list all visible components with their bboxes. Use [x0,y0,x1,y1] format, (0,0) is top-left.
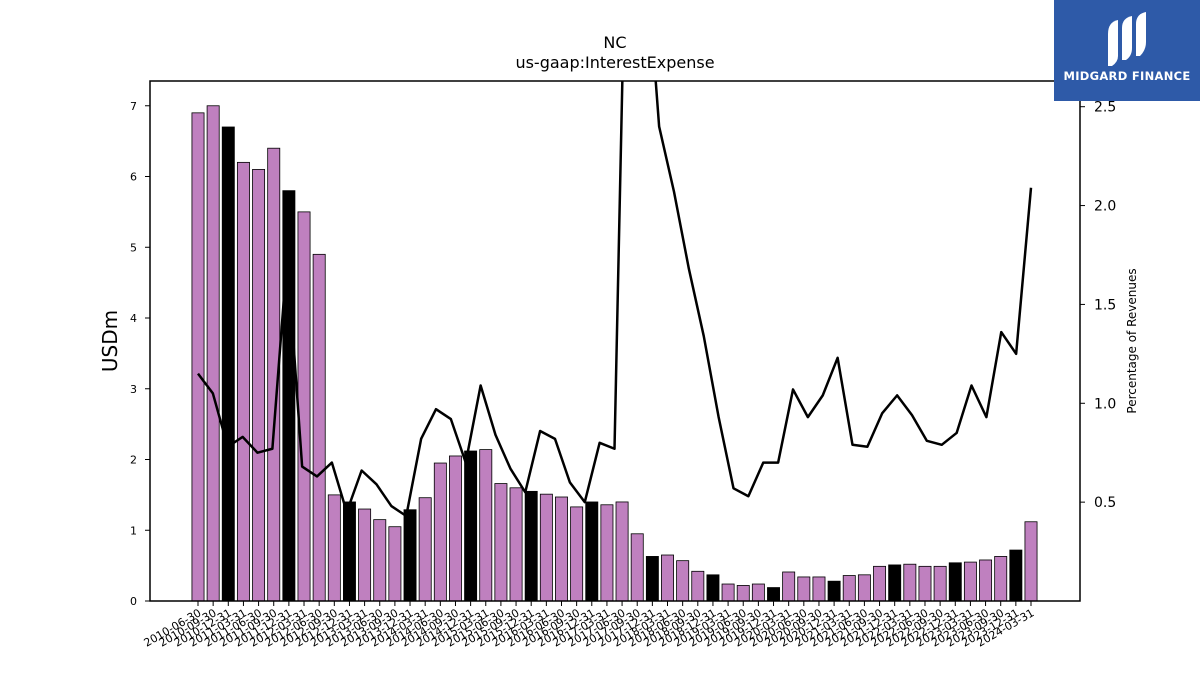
y-tick-label: 7 [130,100,137,113]
bar [797,576,811,602]
y-tick-label: 6 [130,171,137,184]
bar [933,565,947,602]
bar [827,580,841,602]
bar [888,564,902,602]
bar [358,508,372,602]
bar [645,556,659,602]
bar [464,450,478,602]
bar [706,574,720,602]
y2-tick-label: 1.5 [1094,297,1116,313]
brand-logo: MIDGARD FINANCE [1054,0,1200,101]
y-tick-label: 5 [130,241,137,254]
bar [736,585,750,602]
bar [842,575,856,602]
bar [615,501,629,602]
bar [585,501,599,602]
bar [449,455,462,602]
bar [433,462,447,602]
y-tick-label: 3 [130,383,137,396]
bar [979,559,993,602]
bar [524,490,538,602]
y2-axis-label: Percentage of Revenues [1125,268,1139,413]
brand-name: MIDGARD FINANCE [1063,69,1191,83]
bar [812,576,826,602]
bars [191,105,1038,602]
bar [691,570,705,602]
bar [327,494,341,602]
ratio-line-layer [197,81,1033,518]
y-tick-label: 0 [130,595,137,608]
y2-tick-label: 1.0 [1094,396,1116,412]
y-tick-label: 4 [130,312,137,325]
bar [297,211,311,602]
ratio-line [197,81,1033,518]
bar [191,112,205,602]
y2-tick-label: 2.5 [1094,100,1116,116]
bar [555,496,568,602]
bar [661,554,674,602]
y-tick-label: 2 [130,454,137,467]
y2-tick-label: 2.0 [1094,199,1116,215]
bar [403,509,417,602]
midgard-logo-icon [1108,12,1146,66]
bar [873,565,887,602]
y2-tick-label: 0.5 [1094,495,1116,511]
bar [509,487,523,602]
bar [676,560,690,602]
bar [751,583,765,602]
y-axis-label: USDm [98,310,122,372]
chart-subtitle: us-gaap:InterestExpense [515,53,714,72]
bar [994,556,1008,602]
bar [282,190,296,602]
bar [918,565,932,602]
bar [1009,549,1023,602]
bar [963,561,977,602]
bar [948,562,962,602]
plot-frame [149,80,1081,602]
bar [1024,521,1038,602]
bar [721,583,735,602]
bar [539,493,553,602]
bar [600,504,614,602]
bar [342,501,356,602]
bar [236,161,250,602]
bar [857,574,871,602]
bar [767,587,780,602]
bar [252,169,266,602]
bar [903,563,917,602]
bar [373,519,387,602]
bar [388,526,402,602]
bar [221,126,235,602]
bar [782,571,796,602]
bar [312,253,326,602]
bar [206,105,220,602]
bar [570,506,584,602]
bar [418,497,432,602]
bar [494,483,508,602]
chart-title: NC [603,33,626,52]
bar [479,449,493,602]
y-tick-label: 1 [130,524,137,537]
bar [630,533,644,602]
